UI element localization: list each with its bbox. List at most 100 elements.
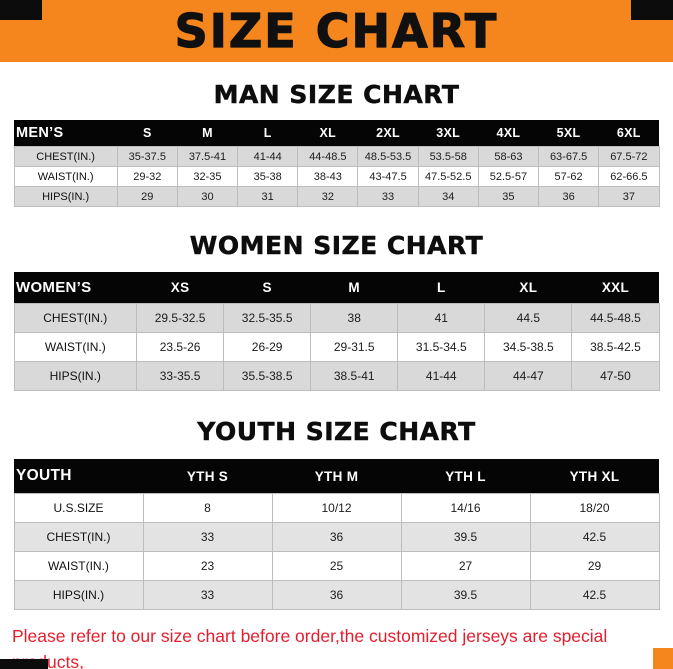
page-title: SIZE CHART (174, 4, 499, 58)
measurement-cell: 47.5-52.5 (417, 166, 479, 187)
table-row: HIPS(IN.) 33 36 39.5 42.5 (13, 580, 660, 610)
measurement-cell: 44.5 (484, 303, 573, 333)
top-right-corner-block (631, 0, 673, 20)
size-column-header: YTH S (143, 459, 272, 494)
table-header-row: WOMEN’S XS S M L XL XXL (14, 272, 659, 304)
row-label: CHEST(IN.) (13, 522, 144, 552)
measurement-cell: 44-47 (484, 361, 573, 391)
bottom-left-corner-block (0, 659, 48, 669)
measurement-cell: 37.5-41 (176, 146, 239, 167)
table-row: CHEST(IN.) 35-37.5 37.5-41 41-44 44-48.5 48.5… (13, 146, 660, 167)
table-header-row: MEN’S S M L XL 2XL 3XL 4XL 5XL 6XL (14, 120, 659, 147)
measurement-cell: 52.5-57 (477, 166, 540, 187)
row-label: U.S.SIZE (13, 493, 144, 523)
row-label: CHEST(IN.) (13, 303, 138, 333)
men-size-table: MEN’S S M L XL 2XL 3XL 4XL 5XL 6XL CHEST(IN.) 35-37… (13, 120, 660, 207)
measurement-cell: 33-35.5 (136, 361, 225, 391)
size-column-header: 6XL (598, 120, 659, 147)
header-banner: SIZE CHART (0, 0, 673, 62)
top-left-corner-block (0, 0, 42, 20)
measurement-cell: 34 (417, 186, 479, 207)
measurement-cell: 42.5 (529, 580, 660, 610)
size-column-header: M (310, 272, 398, 304)
measurement-cell: 39.5 (400, 522, 531, 552)
row-label: WAIST(IN.) (13, 166, 118, 187)
measurement-cell: 29.5-32.5 (136, 303, 225, 333)
measurement-cell: 29 (529, 551, 660, 581)
measurement-cell: 26-29 (223, 332, 312, 362)
table-row: CHEST(IN.) 33 36 39.5 42.5 (13, 522, 660, 552)
order-policy-line1: Please refer to our size chart before or… (12, 626, 608, 669)
measurement-cell: 62-66.5 (598, 166, 660, 187)
row-label: HIPS(IN.) (13, 361, 138, 391)
measurement-cell: 32-35 (176, 166, 239, 187)
size-column-header: YTH L (401, 459, 530, 494)
order-policy-note: Please refer to our size chart before or… (0, 623, 673, 669)
size-column-header: S (223, 272, 311, 304)
measurement-cell: 30 (176, 186, 239, 207)
measurement-cell: 35.5-38.5 (223, 361, 312, 391)
measurement-cell: 38 (310, 303, 399, 333)
measurement-cell: 43-47.5 (357, 166, 419, 187)
women-size-chart-title: WOMEN SIZE CHART (189, 231, 484, 261)
row-label: HIPS(IN.) (13, 186, 118, 207)
measurement-cell: 23.5-26 (136, 332, 225, 362)
measurement-cell: 53.5-58 (417, 146, 479, 167)
youth-size-chart-title: YOUTH SIZE CHART (197, 417, 476, 447)
measurement-cell: 35 (477, 186, 540, 207)
measurement-cell: 8 (142, 493, 273, 523)
measurement-cell: 38.5-42.5 (571, 332, 660, 362)
row-label: HIPS(IN.) (13, 580, 144, 610)
size-column-header: XL (297, 120, 358, 147)
measurement-cell: 27 (400, 551, 531, 581)
size-column-header: 4XL (478, 120, 539, 147)
measurement-cell: 29-32 (116, 166, 178, 187)
measurement-cell: 58-63 (477, 146, 540, 167)
table-category-header: YOUTH (14, 459, 143, 494)
table-category-header: MEN’S (14, 120, 118, 147)
size-column-header: M (177, 120, 238, 147)
measurement-cell: 29-31.5 (310, 332, 399, 362)
measurement-cell: 39.5 (400, 580, 531, 610)
size-column-header: 3XL (418, 120, 479, 147)
measurement-cell: 41-44 (237, 146, 299, 167)
measurement-cell: 41-44 (397, 361, 486, 391)
measurement-cell: 36 (271, 580, 402, 610)
measurement-cell: 35-38 (237, 166, 299, 187)
measurement-cell: 41 (397, 303, 486, 333)
bottom-right-corner-block (653, 648, 673, 669)
measurement-cell: 38-43 (297, 166, 359, 187)
table-row: HIPS(IN.) 33-35.5 35.5-38.5 38.5-41 41-44 44-… (13, 361, 660, 391)
measurement-cell: 37 (598, 186, 660, 207)
size-column-header: L (397, 272, 485, 304)
measurement-cell: 44.5-48.5 (571, 303, 660, 333)
measurement-cell: 33 (142, 522, 273, 552)
measurement-cell: 32 (297, 186, 359, 207)
size-column-header: XXL (571, 272, 659, 304)
measurement-cell: 31 (237, 186, 299, 207)
measurement-cell: 33 (357, 186, 419, 207)
measurement-cell: 34.5-38.5 (484, 332, 573, 362)
measurement-cell: 14/16 (400, 493, 531, 523)
table-header-row: YOUTH YTH S YTH M YTH L YTH XL (14, 459, 659, 494)
measurement-cell: 29 (116, 186, 178, 207)
measurement-cell: 10/12 (271, 493, 402, 523)
measurement-cell: 23 (142, 551, 273, 581)
table-row: HIPS(IN.) 29 30 31 32 33 34 35 36 37 (13, 186, 660, 207)
size-column-header: YTH XL (530, 459, 659, 494)
size-column-header: 2XL (357, 120, 419, 147)
measurement-cell: 67.5-72 (598, 146, 660, 167)
measurement-cell: 18/20 (529, 493, 660, 523)
measurement-cell: 42.5 (529, 522, 660, 552)
man-size-chart-title: MAN SIZE CHART (213, 80, 460, 110)
measurement-cell: 25 (271, 551, 402, 581)
measurement-cell: 38.5-41 (310, 361, 399, 391)
size-column-header: S (117, 120, 178, 147)
measurement-cell: 31.5-34.5 (397, 332, 486, 362)
measurement-cell: 32.5-35.5 (223, 303, 312, 333)
measurement-cell: 47-50 (571, 361, 660, 391)
row-label: WAIST(IN.) (13, 332, 138, 362)
row-label: CHEST(IN.) (13, 146, 118, 167)
measurement-cell: 35-37.5 (116, 146, 178, 167)
